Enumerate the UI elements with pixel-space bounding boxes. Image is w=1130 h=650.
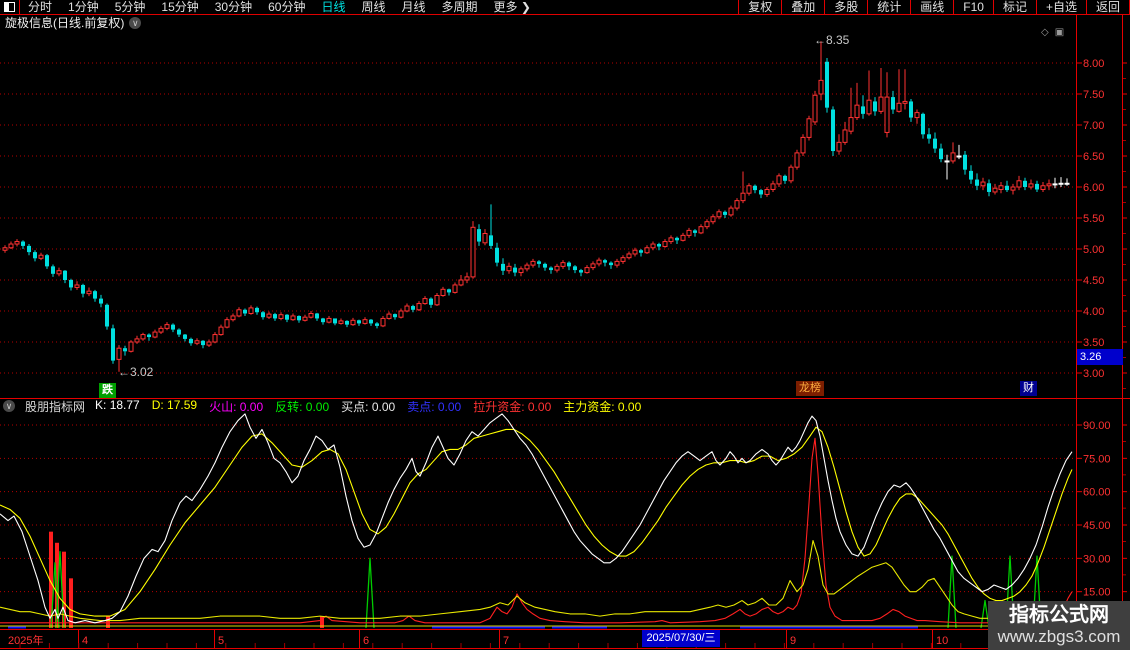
indicator-field: 拉升资金: 0.00	[473, 399, 552, 414]
watermark-site-name: 指标公式网	[1009, 604, 1109, 626]
tools-menu-item[interactable]: F10	[953, 0, 993, 14]
limit-down-badge: 跌	[99, 383, 116, 398]
indicator-field: 主力资金: 0.00	[563, 399, 642, 414]
tools-menu-item[interactable]: 画线	[910, 0, 953, 14]
period-menu-item[interactable]: 5分钟	[114, 0, 146, 14]
grid-icon	[4, 2, 15, 12]
svg-text:60.00: 60.00	[1083, 487, 1111, 499]
svg-text:6: 6	[363, 635, 369, 647]
low-price-annotation: ←3.02	[118, 365, 154, 379]
svg-text:4: 4	[82, 635, 88, 647]
tools-menu-item[interactable]: 标记	[992, 0, 1036, 14]
period-menu-item[interactable]: 15分钟	[161, 0, 199, 14]
tools-menu-item[interactable]: 复权	[738, 0, 781, 14]
chart-corner-icons: ◇ ▣	[1041, 27, 1064, 38]
rank-badge[interactable]: 龙榜	[796, 381, 824, 396]
period-menu-item[interactable]: 60分钟	[268, 0, 306, 14]
watermark-url: www.zbgs3.com	[997, 627, 1121, 646]
svg-text:7.00: 7.00	[1083, 120, 1104, 132]
svg-text:45.00: 45.00	[1083, 520, 1111, 532]
indicator-field: 反转: 0.00	[275, 399, 330, 414]
svg-text:75.00: 75.00	[1083, 453, 1111, 465]
finance-badge[interactable]: 财	[1020, 381, 1037, 396]
tools-menu-item[interactable]: 统计	[867, 0, 910, 14]
tools-menu-item[interactable]: +自选	[1035, 0, 1086, 14]
chevron-down-icon[interactable]: ∨	[3, 400, 15, 412]
current-price-tag: 3.26	[1077, 349, 1123, 365]
timeline-year-label: 2025年	[8, 633, 43, 647]
indicator-name[interactable]: 股朋指标网	[25, 399, 86, 414]
svg-text:7: 7	[503, 635, 509, 647]
svg-text:15.00: 15.00	[1083, 587, 1111, 599]
period-menu: 分时 1分钟 5分钟 15分钟 30分钟 60分钟 日线 周线 月线 多周期 更多 ❯	[20, 0, 539, 14]
period-menu-item[interactable]: 1分钟	[68, 0, 99, 14]
cursor-date-box: 2025/07/30/三	[642, 630, 720, 647]
svg-text:3.50: 3.50	[1083, 337, 1104, 349]
svg-text:5.00: 5.00	[1083, 244, 1104, 256]
svg-text:9: 9	[790, 635, 796, 647]
indicator-field: D: 17.59	[151, 397, 198, 412]
indicator-values: K: 18.77 D: 17.59 火山: 0.00 反转: 0.00 买点: 0.00…	[95, 398, 641, 415]
window-icon[interactable]	[0, 0, 20, 14]
svg-text:7.50: 7.50	[1083, 89, 1104, 101]
svg-text:6.00: 6.00	[1083, 182, 1104, 194]
high-price-annotation: ←8.35	[814, 33, 850, 47]
period-menu-item[interactable]: 30分钟	[214, 0, 253, 14]
diamond-icon[interactable]: ◇	[1041, 27, 1049, 38]
tools-menu: 复权 叠加 多股 统计 画线 F10 标记 +自选 返回	[738, 0, 1130, 14]
svg-text:3.00: 3.00	[1083, 368, 1104, 380]
indicator-field: 火山: 0.00	[209, 399, 264, 414]
watermark: 指标公式网 www.zbgs3.com	[988, 601, 1130, 650]
period-menu-item[interactable]: 更多 ❯	[493, 0, 531, 14]
indicator-field: 买点: 0.00	[341, 399, 396, 414]
period-menu-item[interactable]: 月线	[401, 0, 426, 14]
indicator-field: K: 18.77	[95, 397, 140, 412]
svg-text:6.50: 6.50	[1083, 151, 1104, 163]
svg-text:4.00: 4.00	[1083, 306, 1104, 318]
svg-text:10: 10	[936, 635, 948, 647]
tools-menu-item[interactable]: 返回	[1085, 0, 1129, 14]
period-menu-item[interactable]: 周线	[361, 0, 386, 14]
svg-text:4.50: 4.50	[1083, 275, 1104, 287]
svg-text:8.00: 8.00	[1083, 58, 1104, 70]
tools-menu-item[interactable]: 叠加	[781, 0, 824, 14]
svg-text:5.50: 5.50	[1083, 213, 1104, 225]
symbol-title-bar: 旋极信息(日线.前复权) ∨	[5, 16, 142, 30]
chevron-down-icon[interactable]: ∨	[129, 16, 142, 29]
svg-text:5: 5	[218, 635, 224, 647]
svg-text:30.00: 30.00	[1083, 553, 1111, 565]
period-menu-item[interactable]: 多周期	[441, 0, 478, 14]
period-menu-item[interactable]: 分时	[28, 0, 53, 14]
symbol-title: 旋极信息(日线.前复权)	[5, 16, 125, 30]
top-menu-bar: 分时 1分钟 5分钟 15分钟 30分钟 60分钟 日线 周线 月线 多周期 更多 ❯ 复权 叠加 多股…	[0, 0, 1130, 15]
window-mode-icon[interactable]: ▣	[1054, 27, 1065, 38]
svg-text:90.00: 90.00	[1083, 420, 1111, 432]
tools-menu-item[interactable]: 多股	[824, 0, 867, 14]
indicator-header: ∨ 股朋指标网 K: 18.77 D: 17.59 火山: 0.00 反转: 0.00…	[3, 398, 641, 415]
period-menu-item[interactable]: 日线	[321, 0, 346, 14]
indicator-field: 卖点: 0.00	[407, 399, 462, 414]
